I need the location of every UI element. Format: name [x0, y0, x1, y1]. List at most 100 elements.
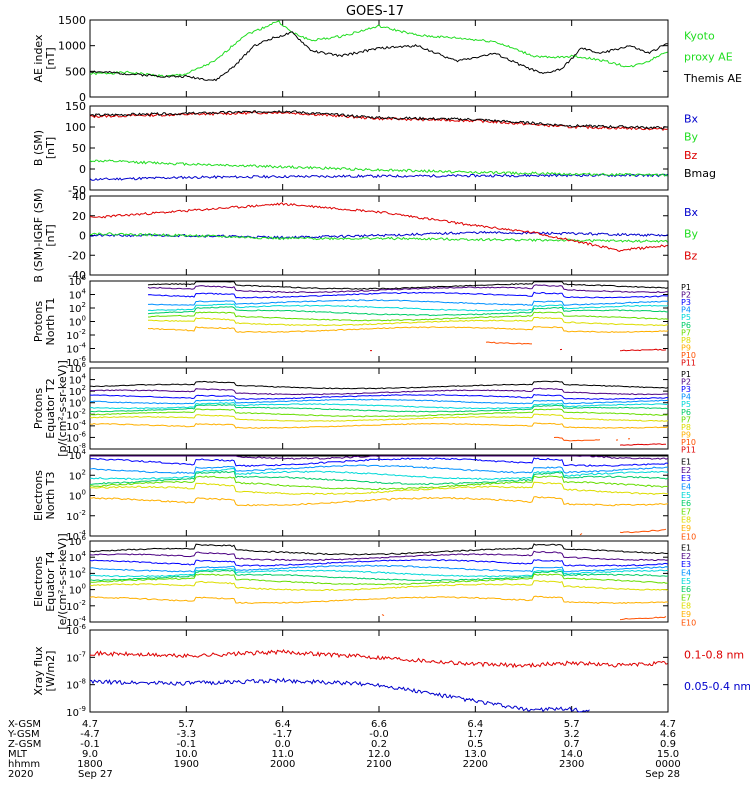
- axis-label: Protons: [32, 388, 45, 429]
- flux-channel-line: [89, 573, 669, 586]
- y-tick-exponent: 0: [82, 396, 86, 404]
- y-tick-label: 100: [69, 315, 86, 329]
- axis-label: B (SM)-IGRF (SM): [32, 188, 45, 282]
- channel-label: P2: [681, 291, 691, 300]
- flux-channel-line: [89, 543, 669, 556]
- series-line: [89, 110, 668, 130]
- axis-label: Equator T4: [44, 551, 57, 611]
- y-tick-label: 20: [72, 210, 86, 223]
- y-tick-label: 10-2: [66, 328, 86, 342]
- panel-frame: [89, 629, 669, 713]
- series-line: [90, 230, 668, 240]
- series-line: [89, 648, 668, 669]
- flux-channel-line: [89, 402, 669, 410]
- channel-label: P11: [681, 358, 696, 367]
- axis-label: Xray flux: [32, 646, 45, 696]
- y-tick-exponent: -8: [79, 678, 86, 686]
- y-tick-label: 106: [69, 274, 87, 288]
- footer-value: 13.0: [464, 749, 486, 760]
- footer-value: 9.0: [82, 749, 98, 760]
- footer-row-label: Y-GSM: [7, 729, 40, 740]
- channel-label: E10: [681, 618, 696, 627]
- footer-value: 4.6: [660, 729, 676, 740]
- flux-channel-line: [89, 380, 669, 390]
- footer-value: 2200: [463, 759, 488, 770]
- channel-label: P9: [681, 430, 691, 439]
- footer-value: 0.9: [660, 739, 676, 750]
- figure-title: GOES-17: [346, 4, 404, 19]
- y-tick-exponent: -2: [79, 509, 86, 517]
- y-tick-exponent: -7: [79, 650, 86, 658]
- footer-value: 1900: [174, 759, 199, 770]
- flux-channel-line: [89, 558, 669, 567]
- y-tick-exponent: -2: [79, 407, 86, 415]
- flux-channel-line: [89, 475, 669, 491]
- flux-channel-line: [89, 580, 669, 592]
- channel-label: E2: [681, 552, 691, 561]
- flux-channel-line: [381, 614, 667, 621]
- y-tick-label: 1000: [58, 40, 86, 53]
- y-tick-exponent: -4: [79, 419, 87, 427]
- axis-label: North T3: [44, 472, 57, 520]
- y-tick-label: 104: [69, 288, 87, 302]
- y-tick-label: 0: [79, 230, 86, 243]
- legend-label: Bx: [684, 206, 699, 219]
- footer-value: -0.0: [369, 729, 389, 740]
- channel-label: E3: [681, 560, 691, 569]
- axis-label: [nT]: [44, 137, 57, 159]
- flux-channel-line: [89, 387, 668, 396]
- axis-label: Electrons: [32, 556, 45, 607]
- flux-channel-line: [89, 569, 669, 582]
- y-tick-exponent: -2: [79, 328, 86, 336]
- y-tick-exponent: 2: [82, 566, 86, 574]
- footer-value: 4.7: [660, 719, 676, 730]
- legend-label: Themis AE: [683, 72, 742, 85]
- footer-value: 1.7: [467, 729, 483, 740]
- channel-label: P4: [681, 393, 691, 402]
- flux-channel-line: [89, 550, 669, 562]
- y-tick-label: 10-2: [66, 509, 86, 523]
- y-tick-exponent: -6: [79, 623, 87, 631]
- channel-label: E6: [681, 585, 691, 594]
- channel-label: P1: [681, 283, 691, 292]
- channel-label: P11: [681, 445, 696, 454]
- channel-label: P1: [681, 370, 691, 379]
- footer-row-label: X-GSM: [8, 719, 41, 730]
- flux-channel-line: [147, 306, 668, 317]
- y-tick-label: 100: [69, 489, 86, 503]
- y-tick-label: -20: [68, 249, 86, 262]
- flux-channel-line: [89, 393, 669, 400]
- y-tick-exponent: 6: [82, 361, 87, 369]
- panel-frame: [89, 19, 669, 98]
- series-line: [89, 677, 590, 713]
- channel-label: E10: [681, 532, 696, 541]
- axis-label: Equator T2: [44, 378, 57, 438]
- series-line: [89, 31, 668, 82]
- y-tick-exponent: -9: [79, 705, 86, 713]
- channel-label: E8: [681, 516, 691, 525]
- footer-value: 1800: [77, 759, 102, 770]
- y-tick-label: 102: [69, 468, 86, 482]
- axis-label: [nT]: [44, 47, 57, 69]
- footer-value: 10.0: [175, 749, 197, 760]
- series-line: [89, 173, 668, 181]
- footer-value: 4.7: [82, 719, 98, 730]
- channel-label: E4: [681, 569, 691, 578]
- y-tick-exponent: 4: [82, 550, 87, 558]
- flux-channel-line: [89, 413, 669, 422]
- y-tick-label: 150: [65, 100, 86, 113]
- channel-label: P6: [681, 321, 691, 330]
- axis-label: AE index: [32, 34, 45, 83]
- footer-value: 5.7: [178, 719, 194, 730]
- footer-value: 5.7: [564, 719, 580, 730]
- channel-label: E7: [681, 593, 691, 602]
- channel-label: E2: [681, 466, 691, 475]
- y-tick-label: 0: [79, 91, 86, 104]
- legend-label: Bx: [684, 112, 699, 125]
- channel-label: P5: [681, 400, 691, 409]
- flux-channel-line: [89, 464, 669, 474]
- footer-value: Sep 28: [645, 769, 680, 780]
